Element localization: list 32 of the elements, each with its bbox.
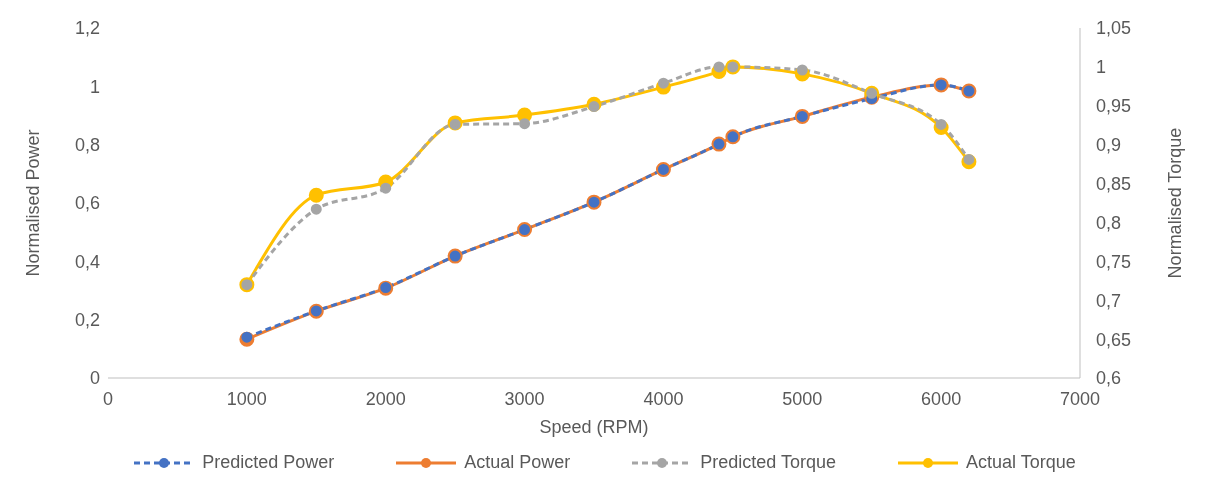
y-tick-label: 0,4 xyxy=(74,251,100,272)
legend-label: Actual Torque xyxy=(966,452,1076,473)
y2-tick-label: 0,7 xyxy=(1096,290,1122,311)
x-axis-title: Speed (RPM) xyxy=(539,417,649,437)
y-tick-label: 1 xyxy=(89,76,100,97)
x-tick-label: 6000 xyxy=(921,388,962,409)
y-tick-label: 1,2 xyxy=(74,18,100,39)
y-tick-label: 0,6 xyxy=(74,193,100,214)
y2-tick-label: 0,9 xyxy=(1096,135,1122,156)
x-tick-label: 1000 xyxy=(226,388,267,409)
y2-tick-label: 0,8 xyxy=(1096,212,1122,233)
x-tick-label: 2000 xyxy=(365,388,406,409)
y2-tick-label: 0,65 xyxy=(1096,329,1132,350)
legend-label: Actual Power xyxy=(464,452,571,473)
legend-label: Predicted Torque xyxy=(700,452,837,473)
y-axis-title: Normalised Power xyxy=(23,129,44,277)
x-tick-label: 4000 xyxy=(643,388,684,409)
y-tick-label: 0,8 xyxy=(74,135,100,156)
y2-tick-label: 0,6 xyxy=(1096,368,1122,389)
x-tick-label: 7000 xyxy=(1059,388,1101,409)
x-tick-label: 0 xyxy=(102,388,114,409)
x-tick-label: 3000 xyxy=(504,388,545,409)
y2-axis-title: Normalised Torque xyxy=(1165,127,1186,279)
legend-label: Predicted Power xyxy=(202,452,335,473)
x-tick-label: 5000 xyxy=(782,388,823,409)
y2-tick-label: 1 xyxy=(1096,57,1107,78)
y2-tick-label: 0,75 xyxy=(1096,251,1132,272)
y-tick-label: 0,2 xyxy=(74,310,100,331)
y2-tick-label: 0,95 xyxy=(1096,96,1132,117)
y-tick-label: 0 xyxy=(89,368,100,389)
y2-tick-label: 0,85 xyxy=(1096,173,1132,194)
y2-tick-label: 1,05 xyxy=(1096,18,1132,39)
